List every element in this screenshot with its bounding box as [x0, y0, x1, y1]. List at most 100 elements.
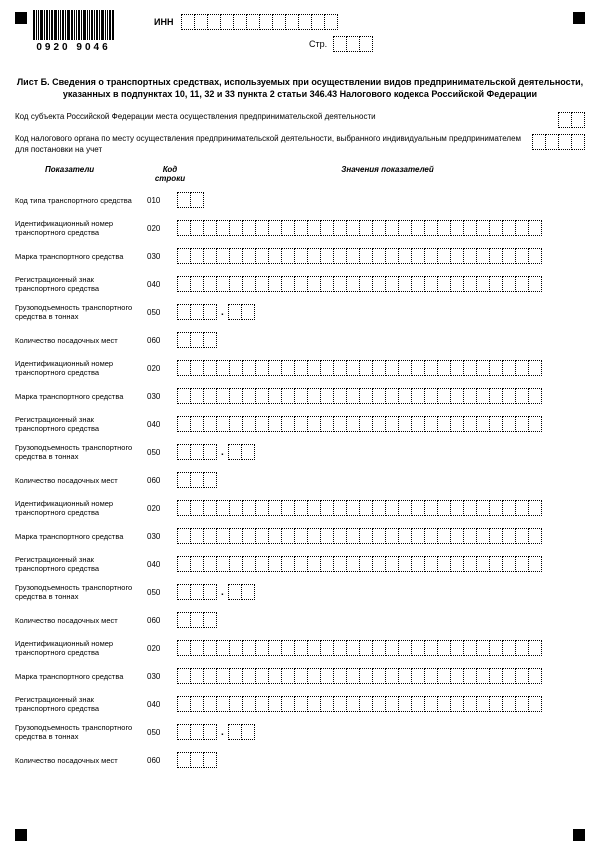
row-value: [177, 556, 542, 572]
inn-cells[interactable]: [181, 14, 338, 30]
row-label: Марка транспортного средства: [15, 392, 147, 401]
input-cells[interactable]: [177, 248, 542, 264]
row-label: Марка транспортного средства: [15, 252, 147, 261]
row-label: Количество посадочных мест: [15, 476, 147, 485]
row-label: Марка транспортного средства: [15, 532, 147, 541]
row-label: Регистрационный знак транспортного средс…: [15, 415, 147, 433]
row-label: Идентификационный номер транспортного ср…: [15, 359, 147, 377]
corner-marker-tr: [573, 12, 585, 24]
input-cells[interactable]: [177, 752, 217, 768]
vehicle-group: Код типа транспортного средства010Иденти…: [15, 191, 585, 349]
input-cells[interactable]: [177, 724, 217, 740]
row-code: 020: [147, 224, 177, 233]
page-field: Стр.: [309, 36, 373, 52]
table-row: Количество посадочных мест060: [15, 751, 585, 769]
row-label: Грузоподъемность транспортного средства …: [15, 303, 147, 321]
row-label: Количество посадочных мест: [15, 336, 147, 345]
row-value: [177, 276, 542, 292]
table-row: Грузоподъемность транспортного средства …: [15, 583, 585, 601]
page-label: Стр.: [309, 39, 327, 49]
row-label: Регистрационный знак транспортного средс…: [15, 555, 147, 573]
row-code: 020: [147, 364, 177, 373]
input-cells[interactable]: [177, 556, 542, 572]
decimal-dot: .: [221, 727, 224, 738]
table-row: Марка транспортного средства030: [15, 667, 585, 685]
input-cells[interactable]: [228, 304, 255, 320]
input-cells[interactable]: [177, 304, 217, 320]
input-cells[interactable]: [177, 668, 542, 684]
row-value: [177, 388, 542, 404]
input-cells[interactable]: [177, 332, 217, 348]
row-value: [177, 192, 204, 208]
row-code: 050: [147, 448, 177, 457]
corner-marker-br: [573, 829, 585, 841]
subject-code-cells[interactable]: [558, 112, 585, 128]
table-row: Количество посадочных мест060: [15, 471, 585, 489]
row-code: 040: [147, 700, 177, 709]
header-values: Значения показателей: [190, 165, 585, 183]
input-cells[interactable]: [177, 500, 542, 516]
column-headers: Показатели Код строки Значения показател…: [15, 165, 585, 183]
row-value: .: [177, 304, 255, 320]
row-code: 030: [147, 672, 177, 681]
table-row: Марка транспортного средства030: [15, 387, 585, 405]
row-value: [177, 248, 542, 264]
input-cells[interactable]: [228, 724, 255, 740]
input-cells[interactable]: [177, 220, 542, 236]
input-cells[interactable]: [177, 276, 542, 292]
input-cells[interactable]: [177, 696, 542, 712]
decimal-dot: .: [221, 307, 224, 318]
table-row: Идентификационный номер транспортного ср…: [15, 359, 585, 377]
vehicle-group: Идентификационный номер транспортного ср…: [15, 499, 585, 629]
header-indicators: Показатели: [15, 165, 150, 183]
input-cells[interactable]: [228, 444, 255, 460]
inn-field: ИНН: [154, 14, 373, 30]
corner-marker-bl: [15, 829, 27, 841]
input-cells[interactable]: [177, 416, 542, 432]
tax-authority-cells[interactable]: [532, 134, 585, 150]
table-row: Марка транспортного средства030: [15, 247, 585, 265]
row-value: [177, 220, 542, 236]
form-title: Лист Б. Сведения о транспортных средства…: [15, 76, 585, 100]
row-code: 030: [147, 532, 177, 541]
subject-code-row: Код субъекта Российской Федерации места …: [15, 112, 585, 128]
table-row: Марка транспортного средства030: [15, 527, 585, 545]
vehicle-group: Идентификационный номер транспортного ср…: [15, 639, 585, 769]
input-cells[interactable]: [177, 388, 542, 404]
tax-authority-label: Код налогового органа по месту осуществл…: [15, 134, 532, 155]
row-code: 060: [147, 756, 177, 765]
row-value: .: [177, 724, 255, 740]
table-row: Количество посадочных мест060: [15, 331, 585, 349]
decimal-dot: .: [221, 587, 224, 598]
input-cells[interactable]: [177, 192, 204, 208]
table-row: Код типа транспортного средства010: [15, 191, 585, 209]
row-value: .: [177, 584, 255, 600]
input-cells[interactable]: [228, 584, 255, 600]
input-cells[interactable]: [177, 472, 217, 488]
input-cells[interactable]: [177, 612, 217, 628]
input-cells[interactable]: [177, 360, 542, 376]
row-value: .: [177, 444, 255, 460]
row-code: 010: [147, 196, 177, 205]
row-value: [177, 640, 542, 656]
row-code: 040: [147, 280, 177, 289]
row-value: [177, 472, 217, 488]
row-label: Марка транспортного средства: [15, 672, 147, 681]
input-cells[interactable]: [177, 528, 542, 544]
page-cells[interactable]: [333, 36, 373, 52]
corner-marker-tl: [15, 12, 27, 24]
table-row: Регистрационный знак транспортного средс…: [15, 415, 585, 433]
row-label: Количество посадочных мест: [15, 756, 147, 765]
row-code: 030: [147, 252, 177, 261]
row-code: 050: [147, 728, 177, 737]
input-cells[interactable]: [177, 444, 217, 460]
input-cells[interactable]: [177, 640, 542, 656]
table-row: Грузоподъемность транспортного средства …: [15, 723, 585, 741]
row-value: [177, 416, 542, 432]
table-row: Грузоподъемность транспортного средства …: [15, 443, 585, 461]
barcode: 0920 9046: [33, 10, 114, 53]
row-value: [177, 752, 217, 768]
input-cells[interactable]: [177, 584, 217, 600]
table-row: Регистрационный знак транспортного средс…: [15, 275, 585, 293]
subject-code-label: Код субъекта Российской Федерации места …: [15, 112, 558, 122]
